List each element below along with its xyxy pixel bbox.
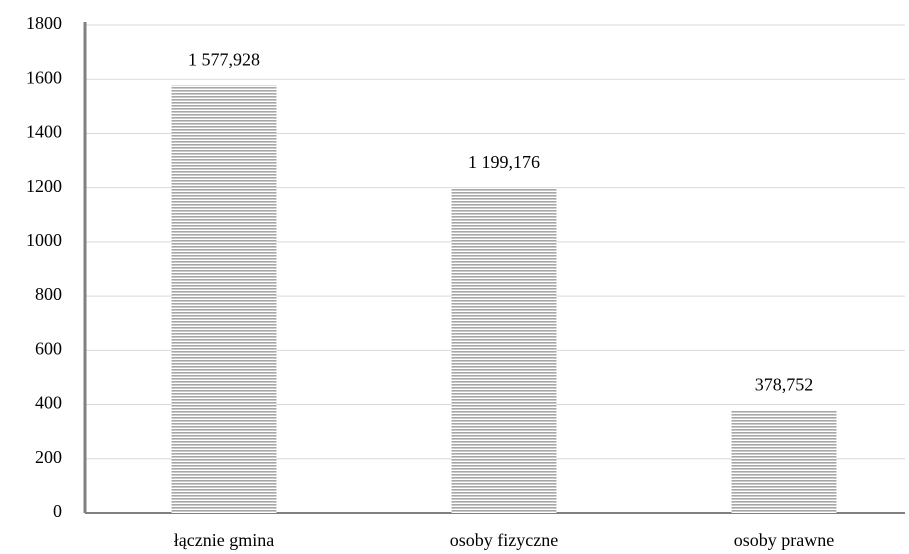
- y-tick-label: 1600: [26, 67, 62, 87]
- y-tick-label: 400: [35, 393, 62, 413]
- y-tick-label: 1200: [26, 176, 62, 196]
- x-tick-label: osoby prawne: [734, 530, 834, 550]
- x-tick-label: osoby fizyczne: [450, 530, 558, 550]
- y-tick-label: 600: [35, 338, 62, 358]
- y-tick-label: 800: [35, 284, 62, 304]
- y-tick-label: 1000: [26, 230, 62, 250]
- bar: [451, 187, 557, 513]
- y-tick-label: 200: [35, 447, 62, 467]
- x-tick-label: łącznie gmina: [174, 530, 274, 550]
- y-tick-label: 1800: [26, 13, 62, 33]
- y-tick-label: 0: [53, 501, 62, 521]
- data-label: 378,752: [755, 374, 814, 394]
- data-label: 1 577,928: [188, 49, 260, 69]
- y-tick-label: 1400: [26, 122, 62, 142]
- bar: [731, 410, 837, 513]
- data-label: 1 199,176: [468, 152, 540, 172]
- bar: [171, 85, 277, 514]
